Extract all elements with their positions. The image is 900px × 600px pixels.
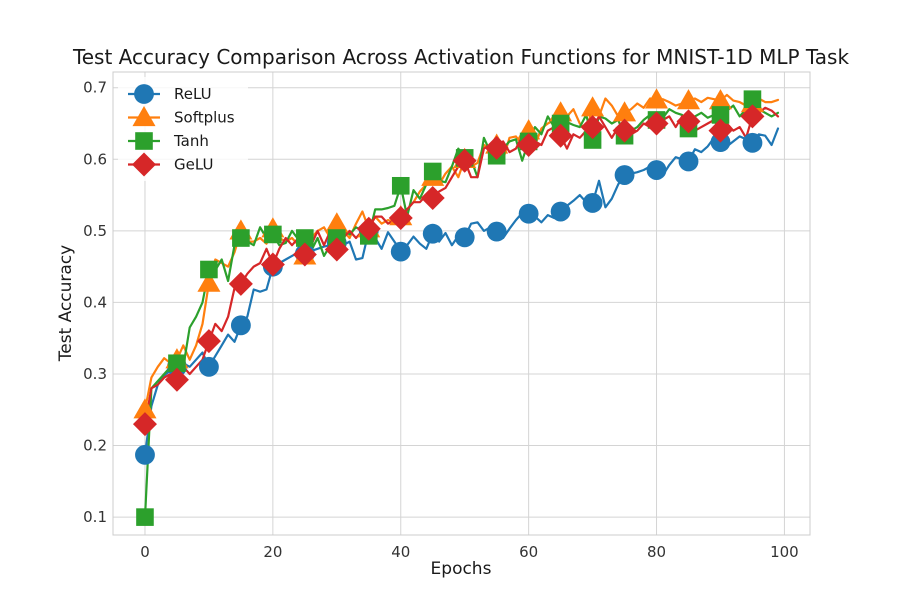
x-axis-label: Epochs — [431, 559, 492, 579]
data-point-relu — [550, 201, 571, 222]
plot-frame — [112, 71, 811, 536]
data-point-gelu — [164, 367, 189, 392]
legend-label-tanh: Tanh — [173, 132, 209, 150]
data-point-relu — [135, 444, 155, 465]
series-markers — [132, 88, 765, 526]
legend-marker-gelu — [132, 152, 156, 177]
x-tick-label: 40 — [391, 543, 410, 561]
data-point-gelu — [708, 118, 733, 143]
data-point-tanh — [423, 162, 442, 181]
data-point-relu — [422, 223, 443, 244]
data-point-tanh — [200, 260, 218, 279]
data-point-tanh — [711, 106, 730, 124]
y-axis-label: Test Accuracy — [56, 245, 76, 363]
x-tick-label: 20 — [263, 543, 282, 561]
y-tick-label: 0.6 — [83, 150, 107, 168]
data-point-gelu — [548, 123, 573, 148]
data-point-relu — [678, 151, 699, 172]
data-point-tanh — [264, 225, 282, 244]
x-tick-labels: 0 20 40 60 80 100 — [140, 543, 799, 561]
y-tick-label: 0.5 — [83, 222, 107, 240]
data-point-relu — [390, 241, 411, 262]
x-tick-label: 60 — [519, 543, 538, 561]
chart-title: Test Accuracy Comparison Across Activati… — [72, 45, 850, 69]
data-point-gelu — [260, 252, 285, 277]
x-tick-label: 100 — [770, 543, 799, 561]
data-point-gelu — [228, 271, 253, 296]
data-point-tanh — [168, 354, 186, 373]
data-point-softplus — [325, 212, 349, 233]
data-point-gelu — [420, 185, 445, 210]
data-point-gelu — [132, 412, 157, 437]
legend: ReLU Softplus Tanh GeLU — [118, 77, 248, 181]
data-point-gelu — [292, 242, 317, 267]
x-tick-label: 80 — [647, 543, 666, 561]
data-point-tanh — [743, 90, 762, 108]
y-tick-label: 0.1 — [83, 508, 107, 526]
data-point-tanh — [551, 114, 570, 133]
data-point-relu — [582, 193, 603, 213]
data-point-relu — [454, 227, 475, 248]
data-point-tanh — [136, 508, 154, 526]
data-point-relu — [486, 221, 507, 242]
data-point-tanh — [296, 229, 314, 247]
data-point-softplus — [197, 271, 221, 292]
data-point-tanh — [583, 131, 602, 149]
data-point-relu — [198, 356, 219, 377]
data-point-gelu — [676, 109, 701, 134]
data-point-gelu — [388, 205, 413, 230]
data-point-softplus — [133, 398, 157, 419]
data-point-relu — [518, 203, 539, 224]
legend-label-gelu: GeLU — [174, 156, 213, 174]
plot-border — [112, 71, 811, 536]
data-point-softplus — [676, 89, 701, 110]
data-point-softplus — [708, 89, 732, 110]
data-point-gelu — [452, 148, 477, 173]
legend-marker-tanh — [135, 132, 153, 150]
data-point-softplus — [645, 88, 669, 109]
data-point-gelu — [324, 237, 349, 262]
data-point-gelu — [196, 329, 221, 354]
data-point-gelu — [516, 132, 541, 157]
legend-marker-softplus — [132, 105, 156, 127]
data-point-relu — [230, 315, 251, 336]
data-point-gelu — [740, 104, 765, 129]
legend-label-relu: ReLU — [174, 85, 212, 103]
data-point-softplus — [581, 96, 605, 117]
y-tick-label: 0.2 — [83, 437, 107, 455]
legend-box — [118, 77, 248, 181]
data-point-tanh — [391, 176, 410, 195]
data-point-gelu — [356, 216, 381, 241]
data-point-gelu — [644, 111, 669, 136]
legend-label-softplus: Softplus — [174, 109, 235, 127]
data-point-relu — [646, 160, 667, 180]
data-point-softplus — [613, 101, 637, 122]
data-point-relu — [614, 165, 635, 185]
y-tick-labels: 0.1 0.2 0.3 0.4 0.5 0.6 0.7 — [83, 79, 107, 526]
data-point-gelu — [484, 135, 509, 160]
data-point-gelu — [612, 118, 637, 143]
data-point-relu — [742, 132, 763, 153]
y-tick-label: 0.7 — [83, 79, 107, 97]
y-tick-label: 0.4 — [83, 293, 107, 311]
x-tick-label: 0 — [140, 543, 150, 561]
data-point-gelu — [580, 115, 605, 140]
y-tick-label: 0.3 — [83, 365, 107, 383]
data-point-tanh — [232, 229, 250, 247]
legend-marker-relu — [134, 84, 154, 104]
